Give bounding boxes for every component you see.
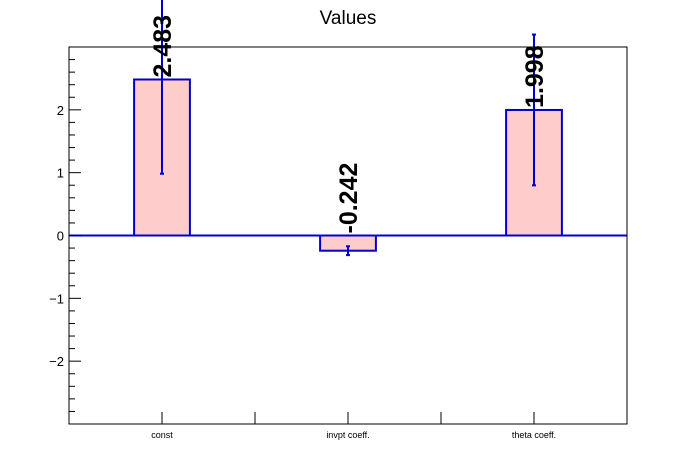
category-label-0: const	[151, 430, 173, 440]
value-label-2: 1.998	[521, 45, 549, 108]
bars-layer	[133, 0, 563, 257]
value-label-0: 2.483	[149, 15, 177, 78]
value-label-1: -0.242	[335, 163, 363, 234]
axes-layer	[68, 46, 628, 425]
category-label-2: theta coeff.	[512, 430, 556, 440]
y-tick-label-4: 2	[57, 103, 64, 118]
category-label-1: invpt coeff.	[326, 430, 369, 440]
y-tick-label-1: −1	[49, 291, 64, 306]
chart-title: Values	[320, 8, 377, 29]
y-tick-label-2: 0	[57, 229, 64, 244]
y-tick-label-3: 1	[57, 166, 64, 181]
y-tick-label-0: −2	[49, 354, 64, 369]
labels-layer: 2.483 const -0.242 invpt coeff. 1.998 theta c…	[49, 15, 556, 440]
